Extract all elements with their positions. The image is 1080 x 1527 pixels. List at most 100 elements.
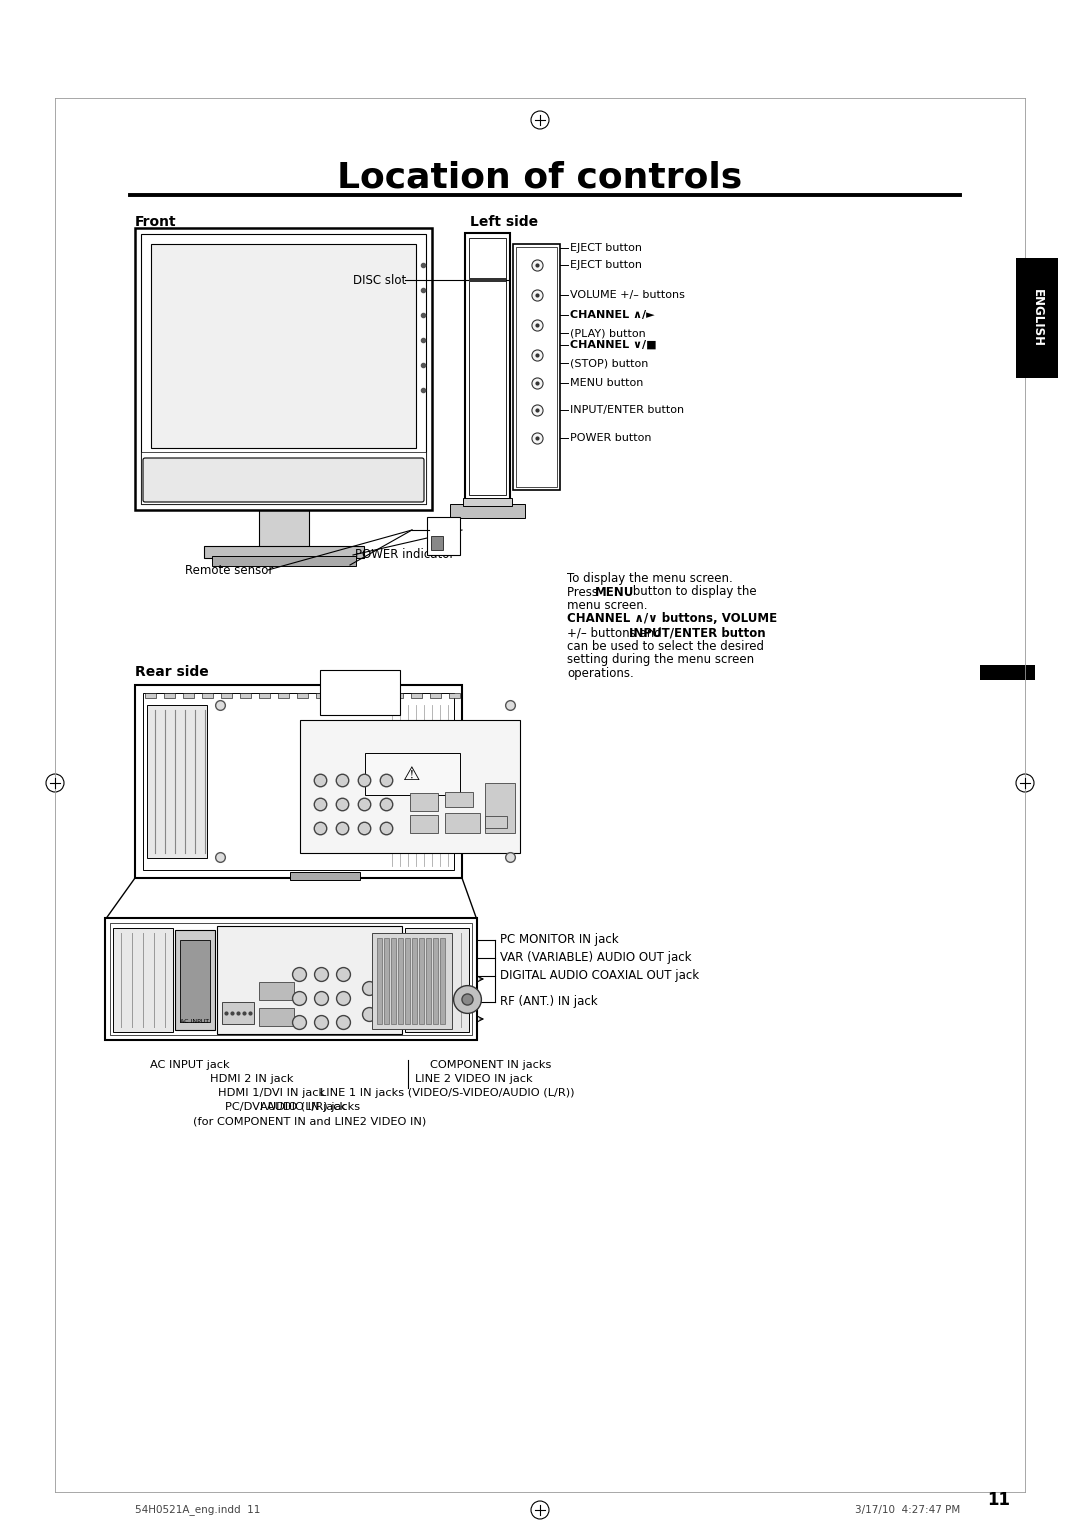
Bar: [135, 228, 432, 510]
Bar: [212, 556, 355, 567]
Bar: [372, 933, 453, 1029]
Bar: [180, 941, 210, 1022]
Bar: [373, 693, 384, 698]
Text: MENU button: MENU button: [570, 379, 644, 388]
Text: 11: 11: [987, 1490, 1010, 1509]
Text: AC INPUT jack: AC INPUT jack: [150, 1060, 230, 1070]
Text: VOLUME +/– buttons: VOLUME +/– buttons: [570, 290, 685, 299]
Bar: [143, 693, 454, 870]
Bar: [145, 693, 156, 698]
Bar: [354, 693, 365, 698]
Text: Left side: Left side: [470, 215, 538, 229]
Bar: [469, 278, 507, 282]
Text: LINE 1 IN jacks (VIDEO/S-VIDEO/AUDIO (L/R)): LINE 1 IN jacks (VIDEO/S-VIDEO/AUDIO (L/…: [320, 1089, 575, 1098]
Bar: [151, 244, 416, 447]
Bar: [147, 705, 207, 858]
FancyBboxPatch shape: [143, 458, 424, 502]
Text: EJECT button: EJECT button: [570, 243, 642, 253]
Text: +/– buttons and: +/– buttons and: [567, 626, 665, 638]
Bar: [410, 815, 438, 834]
Text: CHANNEL ∧/►: CHANNEL ∧/►: [570, 310, 654, 321]
Bar: [377, 938, 382, 1025]
Text: PC/DVI AUDIO IN jack: PC/DVI AUDIO IN jack: [225, 1102, 346, 1112]
Bar: [469, 238, 507, 495]
Bar: [427, 518, 460, 554]
Bar: [164, 693, 175, 698]
Bar: [384, 938, 389, 1025]
Bar: [485, 815, 507, 828]
Bar: [513, 244, 561, 490]
Bar: [141, 234, 426, 504]
Bar: [516, 247, 557, 487]
Bar: [259, 693, 270, 698]
Text: VAR (VARIABLE) AUDIO OUT jack: VAR (VARIABLE) AUDIO OUT jack: [500, 951, 691, 965]
Text: setting during the menu screen: setting during the menu screen: [567, 654, 754, 666]
Bar: [463, 498, 512, 505]
Text: Location of controls: Location of controls: [337, 160, 743, 195]
Bar: [399, 938, 403, 1025]
Text: EJECT button: EJECT button: [570, 260, 642, 270]
Bar: [440, 938, 445, 1025]
Bar: [259, 1008, 294, 1026]
Text: POWER button: POWER button: [570, 434, 651, 443]
Bar: [240, 693, 251, 698]
Bar: [278, 693, 289, 698]
Bar: [105, 918, 477, 1040]
Bar: [449, 693, 460, 698]
Bar: [410, 793, 438, 811]
Text: To display the menu screen.: To display the menu screen.: [567, 573, 732, 585]
Text: AUDIO (L/R) jacks: AUDIO (L/R) jacks: [260, 1102, 360, 1112]
Text: DIGITAL AUDIO COAXIAL OUT jack: DIGITAL AUDIO COAXIAL OUT jack: [500, 970, 699, 982]
Text: Press: Press: [567, 585, 602, 599]
Text: Front: Front: [135, 215, 177, 229]
Text: LINE 2 VIDEO IN jack: LINE 2 VIDEO IN jack: [415, 1073, 532, 1084]
Bar: [405, 938, 410, 1025]
Bar: [365, 753, 460, 796]
Text: MENU: MENU: [595, 585, 634, 599]
Bar: [980, 664, 1035, 680]
Text: COMPONENT IN jacks: COMPONENT IN jacks: [430, 1060, 552, 1070]
Bar: [300, 721, 519, 854]
Bar: [431, 536, 443, 550]
Text: operations.: operations.: [567, 666, 634, 680]
Bar: [450, 504, 525, 518]
Bar: [1016, 258, 1058, 379]
Text: Remote sensor: Remote sensor: [185, 563, 273, 577]
Bar: [485, 783, 515, 834]
Text: (STOP) button: (STOP) button: [570, 357, 648, 368]
Text: Rear side: Rear side: [135, 664, 208, 680]
Text: DISC slot: DISC slot: [353, 273, 406, 287]
Text: INPUT/ENTER button: INPUT/ENTER button: [570, 405, 684, 415]
Bar: [203, 547, 364, 557]
Text: (for COMPONENT IN and LINE2 VIDEO IN): (for COMPONENT IN and LINE2 VIDEO IN): [193, 1116, 427, 1125]
Bar: [405, 928, 469, 1032]
Text: HDMI 2 IN jack: HDMI 2 IN jack: [210, 1073, 294, 1084]
Text: menu screen.: menu screen.: [567, 599, 648, 612]
Bar: [391, 938, 396, 1025]
Text: can be used to select the desired: can be used to select the desired: [567, 640, 764, 652]
Text: INPUT/ENTER button: INPUT/ENTER button: [629, 626, 766, 638]
Bar: [433, 938, 438, 1025]
Text: CHANNEL ∧/∨ buttons, VOLUME: CHANNEL ∧/∨ buttons, VOLUME: [567, 612, 778, 626]
Bar: [202, 693, 213, 698]
Text: 54H0521A_eng.indd  11: 54H0521A_eng.indd 11: [135, 1504, 260, 1515]
Text: ⚠: ⚠: [403, 765, 421, 783]
Text: (PLAY) button: (PLAY) button: [570, 328, 646, 337]
Text: CHANNEL ∨/■: CHANNEL ∨/■: [570, 341, 657, 350]
Bar: [141, 452, 426, 504]
Text: button to display the: button to display the: [629, 585, 757, 599]
Bar: [411, 938, 417, 1025]
Bar: [110, 922, 472, 1035]
Bar: [392, 693, 403, 698]
Bar: [445, 812, 480, 834]
Bar: [183, 693, 194, 698]
Bar: [411, 693, 422, 698]
Bar: [175, 930, 215, 1031]
Text: RF (ANT.) IN jack: RF (ANT.) IN jack: [500, 996, 597, 1008]
Bar: [113, 928, 173, 1032]
Bar: [430, 693, 441, 698]
Bar: [316, 693, 327, 698]
Bar: [291, 872, 360, 880]
Bar: [465, 234, 510, 499]
Bar: [320, 670, 400, 715]
